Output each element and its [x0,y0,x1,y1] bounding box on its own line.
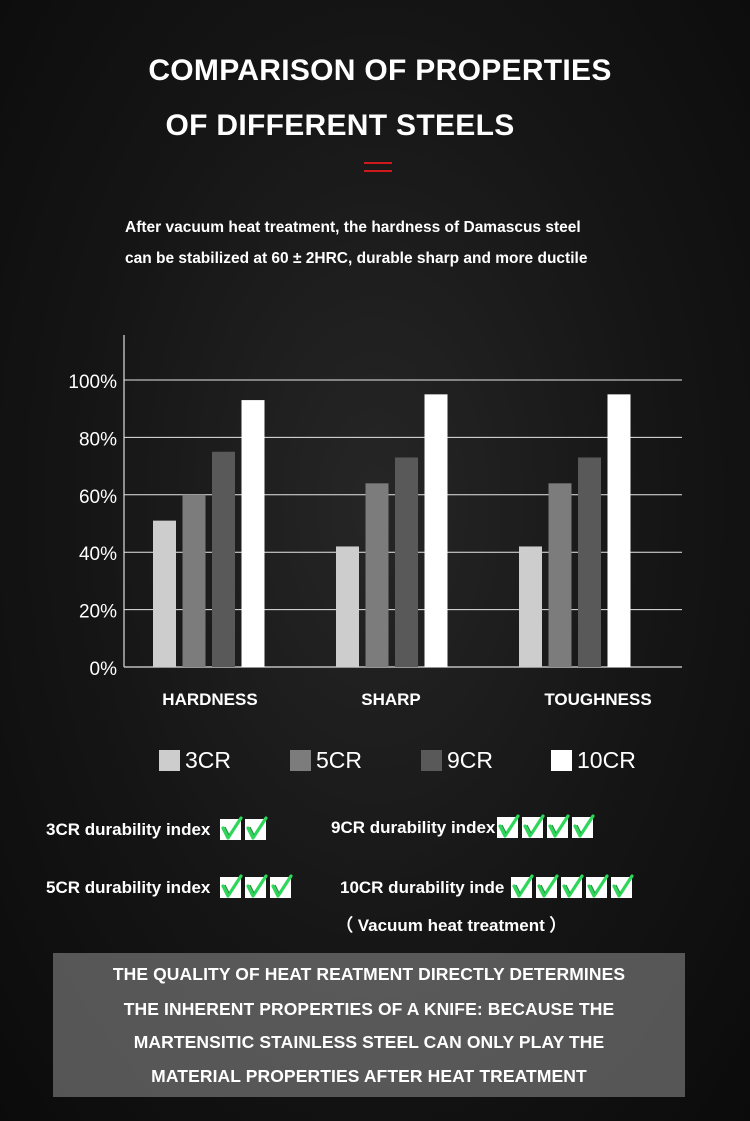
durability-checks-3cr [220,816,270,840]
bar-3cr-toughness [519,546,542,667]
checkmark-icon [497,814,520,838]
durability-row-3cr: 3CR durability index [46,816,270,840]
checkmark-icon [270,874,293,898]
y-tick-label: 60% [79,487,117,508]
checkmark-icon [586,874,609,898]
y-tick-label: 20% [79,602,117,623]
subtitle-line-2: can be stabilized at 60 ± 2HRC, durable … [125,250,588,267]
legend-swatch-9cr [421,749,442,771]
category-label-sharp: SHARP [361,690,421,709]
title-divider-top [364,162,392,164]
note-box: THE QUALITY OF HEAT REATMENT DIRECTLY DE… [53,953,685,1097]
bar-10cr-hardness [241,400,265,667]
bar-10cr-sharp [424,394,448,667]
durability-checks-9cr [497,814,597,838]
durability-checks-5cr [220,874,295,898]
y-tick-label: 100% [68,372,117,393]
checkmark-icon [561,874,584,898]
legend-item-5cr: 5CR [290,746,362,774]
note-line-1: THE QUALITY OF HEAT REATMENT DIRECTLY DE… [112,964,626,984]
durability-label-3cr: 3CR durability index [46,819,211,839]
y-tick-label: 40% [79,544,117,565]
checkmark-icon [547,814,570,838]
title-divider-bottom [364,170,392,172]
checkmark-icon [511,874,534,898]
bar-3cr-hardness [153,520,176,667]
legend-label-10cr: 10CR [577,746,636,773]
legend-item-9cr: 9CR [421,746,493,774]
durability-row-9cr: 9CR durability index [331,814,597,838]
checkmark-icon [245,874,268,898]
durability-label-9cr: 9CR durability index [331,817,496,837]
legend-swatch-3cr [159,749,180,771]
durability-checks-10cr [511,874,636,898]
checkmark-icon [220,874,243,898]
bar-9cr-sharp [395,457,418,667]
subtitle-line-1: After vacuum heat treatment, the hardnes… [125,219,581,236]
page-title-line-1: COMPARISON OF PROPERTIES [148,54,612,87]
note-line-3: MARTENSITIC STAINLESS STEEL CAN ONLY PLA… [133,1032,605,1052]
legend-swatch-10cr [551,749,572,771]
bar-9cr-toughness [578,457,601,667]
legend-label-3cr: 3CR [185,746,232,773]
checkmark-icon [611,874,634,898]
durability-row-5cr: 5CR durability index [46,874,295,898]
durability-row-10cr: 10CR durability inde [340,874,636,898]
durability-label-10cr: 10CR durability inde [340,877,505,897]
vacuum-note: （ Vacuum heat treatment ） [336,916,567,935]
bar-10cr-toughness [607,394,631,667]
durability-label-5cr: 5CR durability index [46,877,211,897]
legend-swatch-5cr [290,749,311,771]
checkmark-icon [536,874,559,898]
category-label-hardness: HARDNESS [162,690,258,709]
legend-label-9cr: 9CR [447,746,494,773]
legend-item-10cr: 10CR [551,746,636,774]
bar-9cr-hardness [212,451,235,667]
checkmark-icon [522,814,545,838]
category-label-toughness: TOUGHNESS [544,690,652,709]
legend-item-3cr: 3CR [159,746,231,774]
bar-3cr-sharp [336,546,359,667]
bar-chart: 0% 20% 40% 60% 80% 100% [68,335,682,680]
y-tick-label: 0% [90,659,118,680]
legend-label-5cr: 5CR [316,746,363,773]
bar-5cr-toughness [548,483,572,667]
checkmark-icon [245,816,268,840]
bar-5cr-sharp [365,483,389,667]
checkmark-icon [572,814,595,838]
page-title-line-2: OF DIFFERENT STEELS [165,109,515,142]
checkmark-icon [220,816,243,840]
note-line-2: THE INHERENT PROPERTIES OF A KNIFE: BECA… [123,999,615,1019]
y-tick-label: 80% [79,429,117,450]
note-line-4: MATERIAL PROPERTIES AFTER HEAT TREATMENT [151,1066,587,1086]
bar-5cr-hardness [182,494,206,667]
